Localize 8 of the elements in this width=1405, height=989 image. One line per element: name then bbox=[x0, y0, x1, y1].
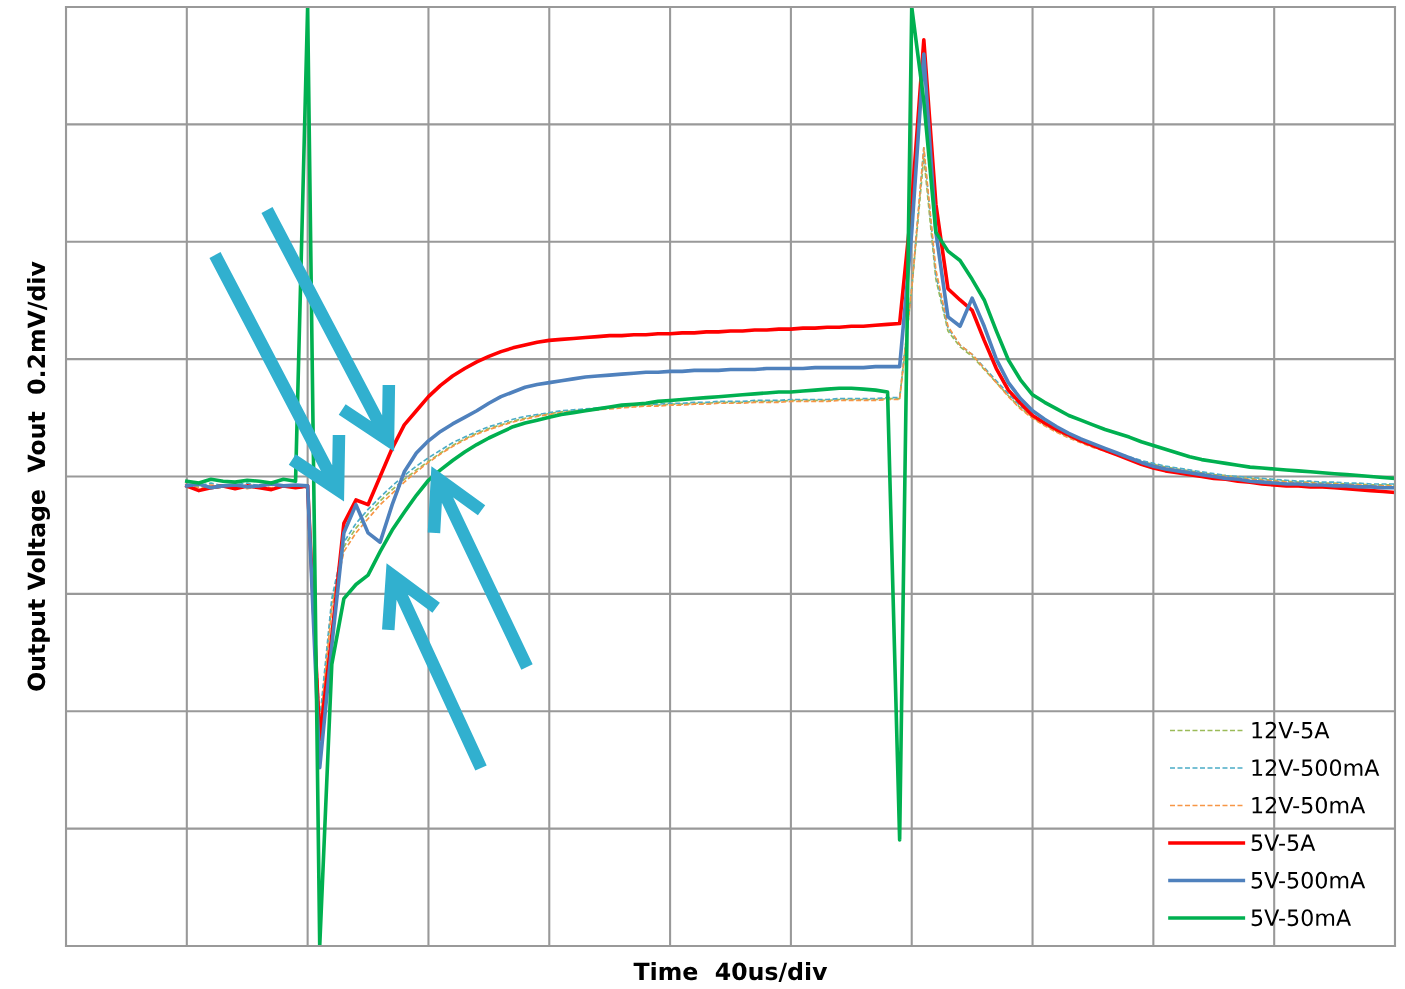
legend-label: 5V-500mA bbox=[1251, 871, 1366, 889]
legend-label: 12V-500mA bbox=[1252, 759, 1380, 777]
legend-label: 5V-5A bbox=[1251, 834, 1316, 852]
legend-label: 12V-50mA bbox=[1252, 796, 1366, 814]
y-axis-title: Output Voltage Vout 0.2mV/div bbox=[26, 261, 51, 691]
legend-label: 5V-50mA bbox=[1251, 909, 1351, 927]
x-axis-title: Time 40us/div bbox=[633, 961, 828, 983]
legend-label: 12V-5A bbox=[1252, 721, 1330, 739]
